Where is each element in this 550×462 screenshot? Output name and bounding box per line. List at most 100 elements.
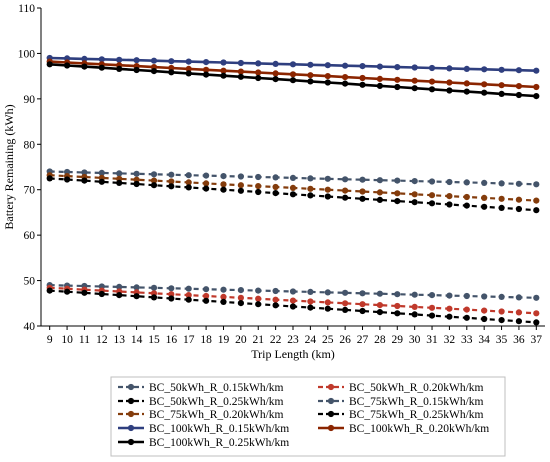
data-point <box>203 185 210 192</box>
legend-marker <box>327 410 335 418</box>
data-point <box>168 69 175 76</box>
data-point <box>533 319 540 326</box>
data-point <box>498 293 505 300</box>
data-point <box>203 286 210 293</box>
data-point <box>98 56 105 63</box>
data-point <box>289 61 297 68</box>
legend-label: BC_100kWh_R_0.25kWh/km <box>149 437 289 449</box>
data-point <box>533 181 540 188</box>
data-point <box>220 298 227 305</box>
data-point <box>237 68 244 75</box>
data-point <box>342 62 349 69</box>
data-point <box>498 308 505 315</box>
y-tick-label: 100 <box>18 48 36 60</box>
data-point <box>168 291 175 298</box>
data-point <box>307 304 314 311</box>
data-point <box>428 64 436 72</box>
legend-label: BC_100kWh_R_0.15kWh/km <box>149 423 289 435</box>
data-point <box>411 64 418 71</box>
data-point <box>237 182 244 189</box>
data-point <box>64 288 71 295</box>
data-point <box>428 178 436 185</box>
data-point <box>98 178 105 185</box>
x-tick-label: 11 <box>79 334 90 346</box>
data-point <box>481 307 488 314</box>
data-point <box>255 295 262 302</box>
data-point <box>498 180 505 187</box>
data-point <box>289 303 297 310</box>
data-point <box>481 89 488 96</box>
data-point <box>342 300 349 307</box>
data-point <box>342 74 349 81</box>
legend-marker <box>327 383 335 391</box>
data-point <box>533 67 540 74</box>
data-point <box>359 176 366 183</box>
data-point <box>150 284 158 291</box>
data-point <box>81 63 88 70</box>
data-point <box>342 176 349 183</box>
data-point <box>203 292 210 300</box>
data-point <box>463 193 470 201</box>
plot-area: 40 50 60 70 80 90 100 110 9 10 11 12 13 14 15 16 17 18 19 2… <box>18 3 545 346</box>
data-point <box>289 297 297 304</box>
data-point <box>394 310 401 317</box>
data-point <box>116 56 123 63</box>
data-point <box>463 88 470 95</box>
data-point <box>376 75 383 82</box>
legend-label: BC_50kWh_R_0.25kWh/km <box>149 396 284 408</box>
data-point <box>376 177 383 184</box>
data-point <box>446 79 453 86</box>
x-tick-label: 13 <box>113 334 125 346</box>
data-point <box>376 290 383 297</box>
legend-marker <box>327 397 335 405</box>
data-point <box>220 286 227 293</box>
y-tick-label: 80 <box>24 139 36 151</box>
data-point <box>463 65 470 72</box>
data-point <box>463 202 470 209</box>
data-point <box>359 81 366 88</box>
data-point <box>481 81 488 88</box>
x-tick-label: 25 <box>322 334 334 346</box>
data-point <box>428 200 436 207</box>
legend-item-2: BC_50kWh_R_0.20kWh/km <box>318 382 484 394</box>
data-point <box>98 290 105 298</box>
data-point <box>220 181 227 188</box>
data-point <box>64 176 71 183</box>
legend-items: BC_50kWh_R_0.15kWh/km BC_50kWh_R_0.20kWh/… <box>118 382 489 449</box>
data-point <box>428 192 436 199</box>
x-tick-label: 23 <box>287 334 299 346</box>
data-point <box>515 180 523 187</box>
data-point <box>428 312 436 319</box>
data-point <box>481 194 488 201</box>
legend-label: BC_50kWh_R_0.20kWh/km <box>349 382 484 394</box>
legend-marker <box>127 424 135 432</box>
x-tick-label: 36 <box>513 334 525 346</box>
data-point <box>515 91 523 99</box>
data-point <box>533 83 540 91</box>
data-point <box>394 83 401 91</box>
data-point <box>515 205 523 213</box>
data-point <box>307 78 314 85</box>
data-point <box>220 173 227 180</box>
x-tick-label: 35 <box>496 334 508 346</box>
data-point <box>446 305 453 312</box>
x-tick-label: 12 <box>96 334 108 346</box>
data-point <box>376 82 383 89</box>
data-point <box>324 62 331 69</box>
data-point <box>272 302 279 309</box>
data-point <box>324 289 331 296</box>
data-point <box>481 203 488 210</box>
legend-item-6: BC_75kWh_R_0.25kWh/km <box>318 409 484 421</box>
data-point <box>150 182 158 189</box>
data-point <box>237 300 244 307</box>
legend-label: BC_75kWh_R_0.15kWh/km <box>349 396 484 408</box>
data-point <box>307 61 314 68</box>
data-point <box>237 294 244 301</box>
legend <box>110 376 506 457</box>
y-axis-title: Battery Remaining (kWh) <box>2 104 16 229</box>
x-tick-label: 21 <box>252 334 264 346</box>
data-point <box>498 204 505 211</box>
data-point <box>411 303 418 310</box>
data-point <box>376 196 383 203</box>
legend-marker <box>327 424 335 432</box>
